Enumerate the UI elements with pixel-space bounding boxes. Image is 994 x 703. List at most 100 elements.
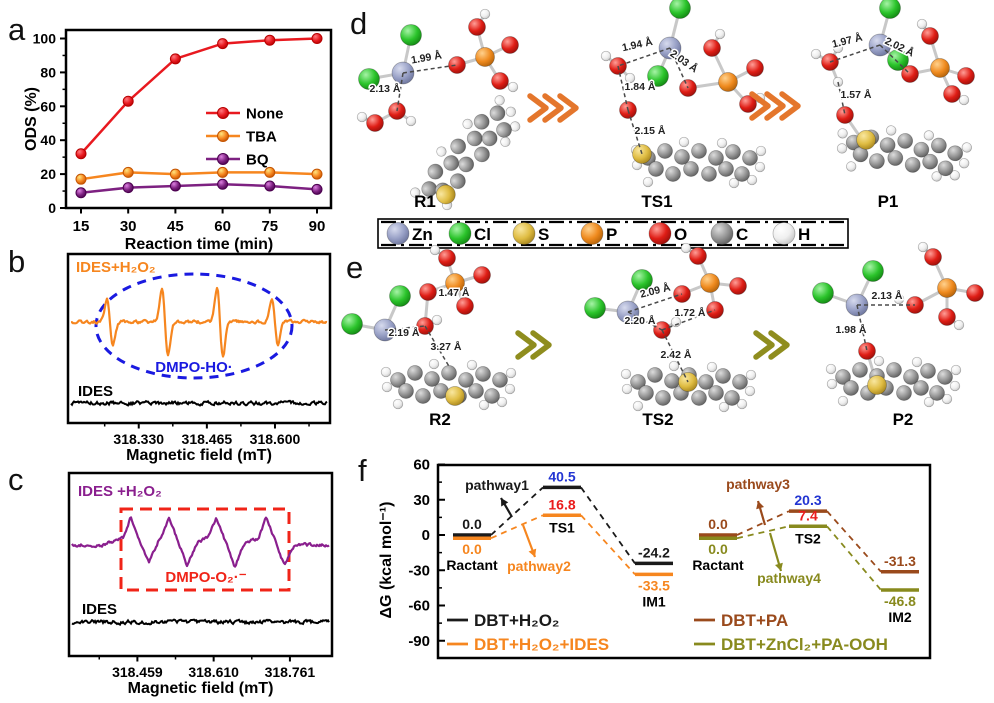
structure-label-TS1: TS1 <box>641 192 672 211</box>
panel-label-a: a <box>8 12 26 47</box>
energy-value: 40.5 <box>548 468 575 484</box>
data-point-TBA <box>217 166 229 178</box>
legend-label-DBT+H₂O₂: DBT+H₂O₂ <box>474 611 559 630</box>
molecule-P2: 2.13 Å 1.98 Å <box>812 241 984 408</box>
atom-swatch-Zn <box>386 222 410 245</box>
x-tick-label: 60 <box>214 218 231 235</box>
legend-label-None: None <box>246 106 284 123</box>
trace-label-control: IDES <box>82 601 117 618</box>
x-tick-label: 30 <box>120 218 137 235</box>
bond-length-label: 2.13 Å <box>370 82 401 95</box>
energy-value: 0.0 <box>462 516 482 532</box>
x-axis-label: Reaction time (min) <box>125 236 273 253</box>
panel-label-d: d <box>350 6 368 41</box>
bond-length-label: 1.57 Å <box>841 88 872 101</box>
energy-value: 0.0 <box>708 541 728 557</box>
molecule-R1: 1.99 Å 2.13 Å <box>356 8 521 211</box>
x-tick-label: 318.761 <box>265 664 316 680</box>
atom-label-Cl: Cl <box>474 225 491 244</box>
atom-label-O: O <box>674 225 687 244</box>
energy-value: 16.8 <box>548 496 575 512</box>
atom-label-H: H <box>798 225 810 244</box>
atom-color-legend: Zn Cl S P O C H <box>377 218 849 249</box>
y-axis-label: ODS (%) <box>23 87 40 151</box>
atom-swatch-C <box>710 222 734 245</box>
data-point-TBA <box>311 168 323 180</box>
bond-length-label: 2.13 Å <box>872 289 903 302</box>
x-tick-label: 45 <box>167 218 184 235</box>
station-label: IM2 <box>888 609 912 625</box>
panel-label-f: f <box>358 453 367 488</box>
structure-label-R2: R2 <box>429 410 451 429</box>
data-point-None <box>217 38 229 50</box>
data-point-None <box>169 53 181 65</box>
x-tick-label: 15 <box>73 218 90 235</box>
radical-label: DMPO-HO· <box>155 359 233 376</box>
bond-length-label: 1.98 Å <box>836 323 867 336</box>
y-tick-label: 60 <box>413 457 430 474</box>
pathway-label: pathway2 <box>507 558 571 574</box>
legend-label-TBA: TBA <box>246 129 277 146</box>
bond-length-label: 3.27 Å <box>431 340 462 353</box>
y-tick-label: -30 <box>408 562 430 579</box>
structure-label-TS2: TS2 <box>642 410 673 429</box>
energy-value: -33.5 <box>638 577 670 593</box>
atom-label-C: C <box>736 225 748 244</box>
trace-b-control <box>70 399 328 407</box>
y-tick-label: 30 <box>413 492 430 509</box>
bond-length-label: 2.03 Å <box>668 47 701 76</box>
series-line-None <box>80 37 318 155</box>
energy-value: 0.0 <box>462 541 482 557</box>
y-tick-label: 0 <box>48 200 56 216</box>
radical-region-rect <box>119 507 291 592</box>
station-label: IM1 <box>642 593 666 609</box>
x-tick-label: 318.600 <box>250 431 301 447</box>
bond-length-label: 1.99 Å <box>410 48 443 66</box>
y-tick-label: 0 <box>422 527 430 544</box>
energy-value: 0.0 <box>708 516 728 532</box>
atom-label-S: S <box>538 225 549 244</box>
atom-swatch-Cl <box>448 222 472 245</box>
molecule-TS1: 1.94 Å 2.03 Å 1.84 Å 2.15 Å <box>600 0 767 189</box>
atom-swatch-H <box>772 222 796 245</box>
station-label: TS2 <box>795 530 821 546</box>
trace-c-control <box>71 618 330 626</box>
x-tick-label: 318.610 <box>188 664 239 680</box>
bond-length-label: 1.94 Å <box>621 35 654 54</box>
panel-label-c: c <box>8 462 24 497</box>
y-axis-label: ΔG (kcal mol⁻¹) <box>378 502 395 619</box>
data-point-None <box>122 95 134 107</box>
series-line-TBA <box>80 171 318 181</box>
atom-label-P: P <box>606 225 617 244</box>
x-axis-label: Magnetic field (mT) <box>128 680 274 697</box>
trace-label-control: IDES <box>78 383 113 400</box>
bond-length-label: 1.72 Å <box>675 306 706 319</box>
bond-length-label: 1.47 Å <box>439 286 470 299</box>
atom-swatch-P <box>580 222 604 245</box>
radical-label: DMPO-O₂·⁻ <box>165 569 246 586</box>
y-tick-label: 100 <box>33 31 57 47</box>
atom-swatch-S <box>512 222 536 245</box>
structure-label-P1: P1 <box>878 192 899 211</box>
energy-value: -31.3 <box>884 553 916 569</box>
legend-label-BQ: BQ <box>246 152 269 169</box>
molecule-P1: 1.97 Å 2.02 Å1.57 Å <box>810 0 975 182</box>
molecule-TS2: 2.09 Å2.20 Å1.72 Å2.42 Å <box>584 242 757 413</box>
series-line-BQ <box>80 183 318 194</box>
data-point-BQ <box>264 180 276 192</box>
station-label: Ractant <box>692 557 744 573</box>
legend-label-DBT+H₂O₂+IDES: DBT+H₂O₂+IDES <box>474 635 609 654</box>
station-label: TS1 <box>549 519 575 535</box>
y-tick-label: 40 <box>40 132 56 148</box>
x-tick-label: 318.330 <box>113 431 164 447</box>
x-tick-label: 318.465 <box>182 431 233 447</box>
structure-label-R1: R1 <box>414 192 436 211</box>
x-axis-label: Magnetic field (mT) <box>126 447 272 464</box>
energy-value: 20.3 <box>794 492 821 508</box>
structure-label-P2: P2 <box>893 410 914 429</box>
bond-length-label: 2.42 Å <box>661 348 692 361</box>
pathway-label: pathway4 <box>757 570 821 586</box>
